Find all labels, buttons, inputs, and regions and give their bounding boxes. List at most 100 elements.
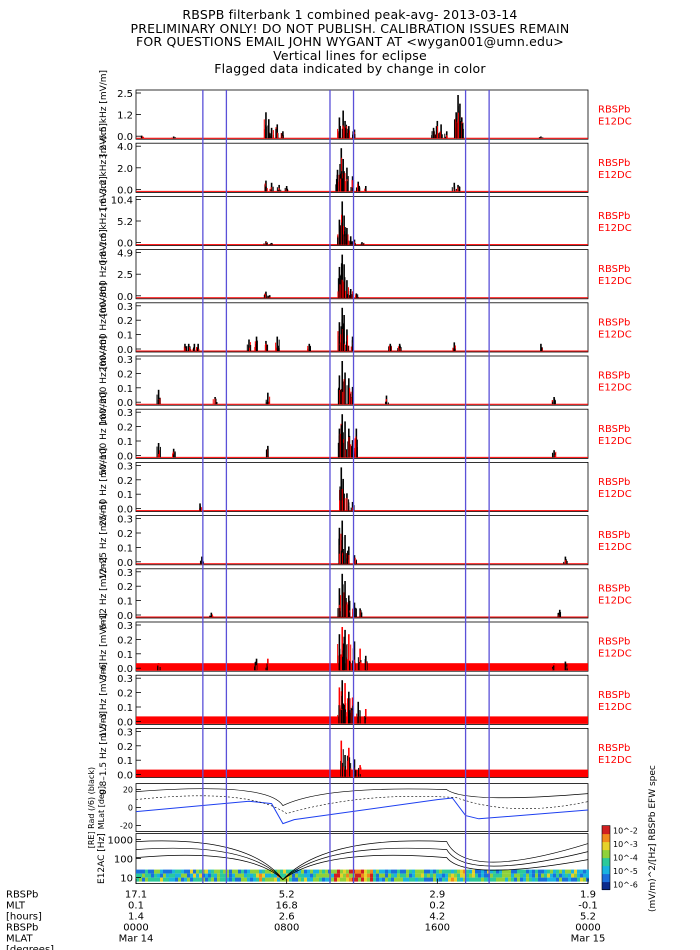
spec-cell bbox=[460, 877, 463, 882]
flagged-band bbox=[136, 663, 588, 671]
spec-cell bbox=[268, 873, 271, 878]
panel-frame bbox=[135, 621, 589, 672]
spec-cell bbox=[520, 869, 523, 874]
spec-cell bbox=[241, 873, 244, 878]
spec-cell bbox=[568, 873, 571, 878]
spec-cell bbox=[430, 869, 433, 874]
x-axis-row-label: RBSPb bbox=[6, 890, 38, 901]
spec-cell bbox=[370, 873, 373, 878]
y-tick-label: 0.3 bbox=[117, 461, 133, 472]
y-axis-label: 200–400 Hz [mV/m] bbox=[99, 282, 109, 372]
spec-cell bbox=[508, 869, 511, 874]
spec-cell bbox=[412, 869, 415, 874]
spec-cell bbox=[316, 869, 319, 874]
spec-cell bbox=[259, 877, 262, 882]
spec-cell bbox=[334, 873, 337, 878]
y-tick-label: 0.1 bbox=[117, 650, 133, 661]
spec-cell bbox=[298, 877, 301, 882]
spec-cell bbox=[196, 869, 199, 874]
spec-cell bbox=[334, 877, 337, 882]
side-label-channel: E12DC bbox=[598, 383, 632, 394]
spec-cell bbox=[463, 869, 466, 874]
spec-cell bbox=[583, 877, 586, 882]
spec-cell bbox=[226, 873, 229, 878]
spec-cell bbox=[508, 873, 511, 878]
spec-cell bbox=[214, 873, 217, 878]
spec-cell bbox=[379, 877, 382, 882]
spec-cell bbox=[172, 873, 175, 878]
spec-cell bbox=[535, 869, 538, 874]
spec-cell bbox=[277, 877, 280, 882]
spec-cell bbox=[385, 869, 388, 874]
spec-cell bbox=[163, 869, 166, 874]
y-tick-label: 0.0 bbox=[117, 292, 133, 303]
y-tick-label: 0.3 bbox=[117, 355, 133, 366]
spec-cell bbox=[343, 869, 346, 874]
spec-cell bbox=[436, 873, 439, 878]
spec-cell bbox=[256, 873, 259, 878]
spec-cell bbox=[394, 877, 397, 882]
y-axis-label: 1.5–3 Hz [mV/m] bbox=[99, 662, 109, 738]
spec-cell bbox=[562, 873, 565, 878]
spec-cell bbox=[367, 877, 370, 882]
spec-cell bbox=[142, 869, 145, 874]
spec-cell bbox=[373, 869, 376, 874]
spec-cell bbox=[538, 869, 541, 874]
chart-header: RBSPB filterbank 1 combined peak-avg- 20… bbox=[0, 8, 700, 76]
spec-cell bbox=[391, 873, 394, 878]
side-label-probe: RBSPb bbox=[598, 424, 630, 435]
spec-cell bbox=[196, 873, 199, 878]
side-label-channel: E12DC bbox=[598, 436, 632, 447]
y-tick-label: 0.2 bbox=[117, 689, 133, 700]
spec-cell bbox=[502, 877, 505, 882]
y-tick-label: 0.0 bbox=[117, 239, 133, 250]
colorbar-tick-label: 10^-6 bbox=[613, 881, 638, 890]
spec-cell bbox=[259, 869, 262, 874]
spec-cell bbox=[256, 877, 259, 882]
spec-cell bbox=[526, 873, 529, 878]
spec-cell bbox=[445, 873, 448, 878]
spec-cell bbox=[136, 873, 139, 878]
y-tick-label: 0.2 bbox=[117, 316, 133, 327]
spec-cell bbox=[253, 873, 256, 878]
side-label-channel: E12DC bbox=[598, 649, 632, 660]
spec-cell bbox=[184, 869, 187, 874]
spec-cell bbox=[391, 877, 394, 882]
mlat-line bbox=[135, 797, 589, 825]
spec-cell bbox=[403, 869, 406, 874]
spec-cell bbox=[397, 877, 400, 882]
spec-cell bbox=[481, 869, 484, 874]
spec-cell bbox=[538, 877, 541, 882]
spec-cell bbox=[313, 873, 316, 878]
spec-cell bbox=[283, 869, 286, 874]
panel-frame bbox=[135, 142, 589, 193]
spec-cell bbox=[358, 873, 361, 878]
spec-cell bbox=[571, 877, 574, 882]
spec-cell bbox=[574, 877, 577, 882]
spec-cell bbox=[319, 877, 322, 882]
spec-cell bbox=[523, 873, 526, 878]
spec-cell bbox=[364, 873, 367, 878]
spec-cell bbox=[388, 873, 391, 878]
spec-cell bbox=[421, 869, 424, 874]
spec-cell bbox=[355, 877, 358, 882]
spec-cell bbox=[376, 877, 379, 882]
spec-cell bbox=[427, 877, 430, 882]
spec-cell bbox=[325, 873, 328, 878]
spec-cell bbox=[400, 873, 403, 878]
spec-cell bbox=[331, 873, 334, 878]
spec-cell bbox=[565, 877, 568, 882]
spec-cell bbox=[586, 873, 589, 878]
y-tick-label: 100 bbox=[114, 855, 133, 866]
spec-cell bbox=[505, 873, 508, 878]
side-label-probe: RBSPb bbox=[598, 583, 630, 594]
spec-cell bbox=[220, 873, 223, 878]
spec-cell bbox=[367, 873, 370, 878]
spec-cell bbox=[163, 873, 166, 878]
y-tick-label: 0.2 bbox=[117, 529, 133, 540]
y-tick-label: 0.1 bbox=[117, 703, 133, 714]
spec-cell bbox=[361, 873, 364, 878]
spec-cell bbox=[289, 877, 292, 882]
spec-cell bbox=[562, 869, 565, 874]
